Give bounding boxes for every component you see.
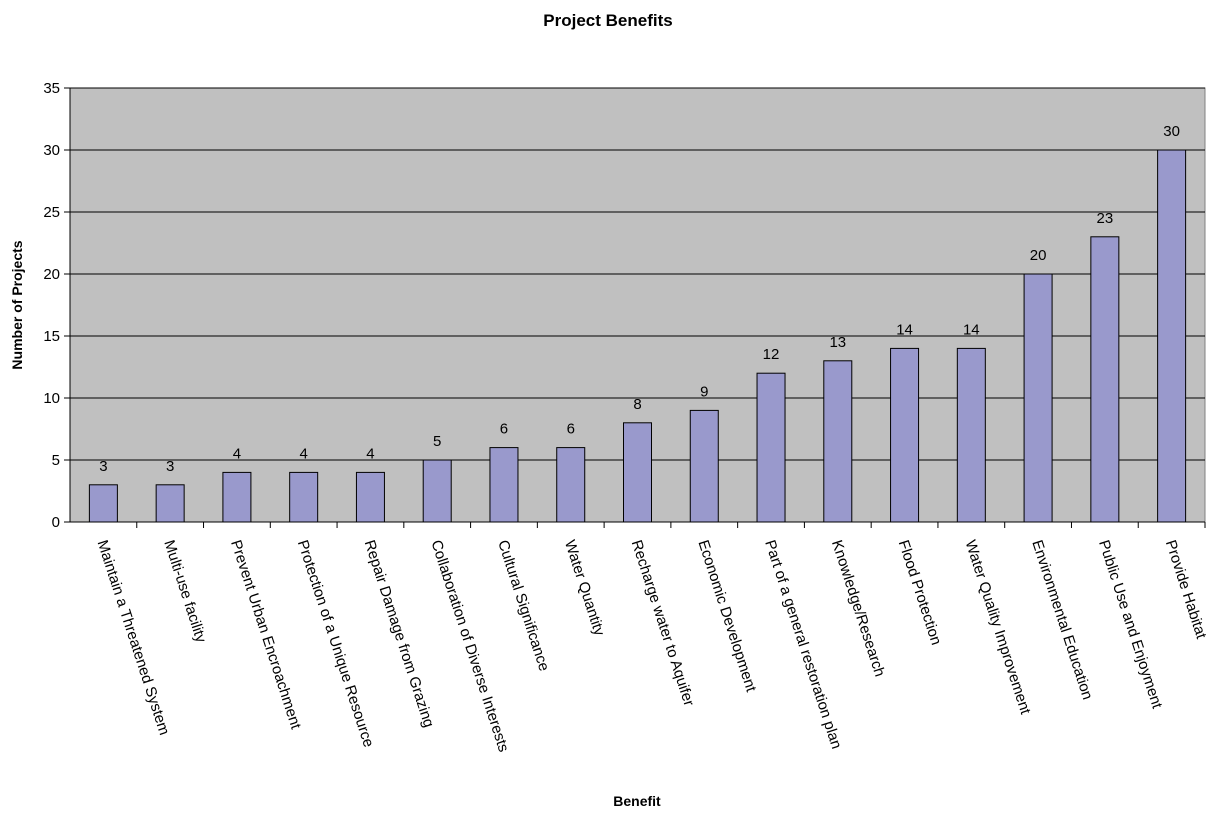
y-tick-label: 15 [43,328,60,345]
bar [289,471,319,523]
bar [155,484,185,523]
bar [1023,273,1053,523]
data-label: 3 [99,458,107,475]
bar [1157,149,1187,523]
bar [88,484,118,523]
y-axis: 0 5 10 15 20 25 30 35 [43,80,71,531]
data-label: 30 [1163,123,1180,140]
data-label: 4 [366,445,374,462]
data-label: 13 [829,334,846,351]
category-label: Maintain a Threatened System [94,538,173,737]
x-axis-title: Benefit [613,793,661,809]
category-label: Recharge water to Aquifer [628,538,698,708]
bar [956,347,986,523]
category-label: Flood Protection [895,538,945,647]
data-label: 5 [433,433,441,450]
y-tick-label: 0 [52,514,60,531]
data-label: 4 [233,445,241,462]
bar [623,422,652,523]
data-labels: 3 3 4 4 4 5 6 6 8 9 12 13 14 14 20 23 30 [99,123,1180,475]
y-tick-label: 10 [43,390,60,407]
bar [689,409,719,523]
category-label: Knowledge/Research [828,538,888,679]
category-label: Collaboration of Diverse Interests [427,538,512,754]
data-label: 14 [896,321,913,338]
y-axis-title: Number of Projects [9,240,25,369]
category-label: Cultural Significance [494,538,552,673]
bar [489,447,519,523]
bar [823,360,853,523]
y-tick-label: 5 [52,452,60,469]
data-label: 20 [1030,247,1047,264]
data-label: 12 [763,346,780,363]
bar [556,447,586,523]
bar [1090,236,1120,523]
bars-group [88,149,1187,523]
category-label: Environmental Education [1028,538,1096,702]
y-tick-label: 25 [43,204,60,221]
data-label: 9 [700,383,708,400]
category-label: Economic Development [694,538,759,695]
data-label: 4 [300,445,308,462]
category-label: Repair Damage from Grazing [361,538,438,730]
data-label: 14 [963,321,980,338]
data-label: 6 [500,421,508,438]
data-label: 8 [633,396,641,413]
y-tick-label: 35 [43,80,60,97]
data-label: 23 [1097,210,1114,227]
category-label: Multi-use facility [160,538,209,645]
bar [890,347,920,523]
bar [222,471,252,523]
data-label: 3 [166,458,174,475]
chart-title: Project Benefits [543,11,672,30]
bar [355,471,385,523]
y-tick-label: 30 [43,142,60,159]
data-label: 6 [567,421,575,438]
category-label: Public Use and Enjoyment [1095,538,1166,711]
category-label: Part of a general restoration plan [761,538,845,751]
gridlines [70,87,1205,461]
category-label: Provide Habitat [1162,538,1210,642]
category-label: Protection of a Unique Resource [294,538,377,749]
category-label: Water Quality Improvement [962,538,1035,717]
bar [422,459,452,523]
y-tick-label: 20 [43,266,60,283]
bar [756,372,786,523]
category-label: Water Quantity [561,538,608,638]
category-label: Prevent Urban Encroachment [227,538,304,732]
